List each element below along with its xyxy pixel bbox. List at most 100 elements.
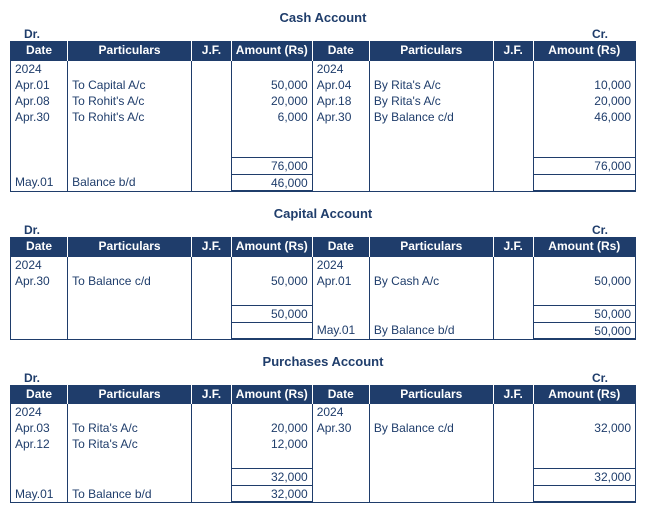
cell — [533, 61, 635, 77]
col-header: Particulars — [369, 237, 493, 257]
account-title: Capital Account — [10, 206, 636, 221]
col-header: Amount (Rs) — [231, 41, 312, 61]
col-header: Amount (Rs) — [533, 385, 635, 405]
cell — [533, 257, 635, 273]
cell — [533, 289, 635, 306]
cell — [493, 469, 533, 486]
ledger-row: Apr.03To Rita's A/c20,000 Apr.30By Balan… — [11, 420, 636, 436]
dr-label: Dr. — [24, 27, 40, 41]
cell — [369, 157, 493, 174]
cell: 50,000 — [231, 273, 312, 289]
cell — [192, 305, 232, 322]
carry-amount-cr: 50,000 — [533, 322, 635, 339]
cell — [11, 305, 68, 322]
cell — [533, 125, 635, 141]
total-amount-dr: 50,000 — [231, 305, 312, 322]
cell — [369, 469, 493, 486]
cell: 6,000 — [231, 109, 312, 125]
cell: 20,000 — [231, 420, 312, 436]
cell — [192, 469, 232, 486]
ledger-row — [11, 141, 636, 158]
carry-amount-cr — [533, 486, 635, 503]
cell — [192, 109, 232, 125]
cell: 2024 — [312, 61, 369, 77]
cr-label: Cr. — [592, 27, 608, 41]
cell — [192, 420, 232, 436]
cell — [493, 436, 533, 452]
cell — [493, 61, 533, 77]
cell — [192, 322, 232, 339]
cell: By Rita's A/c — [369, 77, 493, 93]
col-header: Date — [11, 41, 68, 61]
cell — [493, 141, 533, 158]
cell — [68, 305, 192, 322]
col-header: J.F. — [192, 41, 232, 61]
cell — [192, 141, 232, 158]
carry-amount-dr: 46,000 — [231, 174, 312, 191]
cell — [493, 157, 533, 174]
account-block: Capital Account Dr. Cr. DateParticularsJ… — [10, 206, 636, 340]
cell — [369, 289, 493, 306]
cell — [493, 77, 533, 93]
cell — [68, 257, 192, 273]
cell: 10,000 — [533, 77, 635, 93]
cell — [11, 125, 68, 141]
cell — [68, 61, 192, 77]
cell: Apr.30 — [11, 109, 68, 125]
cell: To Balance c/d — [68, 273, 192, 289]
cell — [369, 257, 493, 273]
cell — [369, 404, 493, 420]
cell: Apr.12 — [11, 436, 68, 452]
cell — [312, 141, 369, 158]
cell: 2024 — [312, 404, 369, 420]
cell — [533, 141, 635, 158]
cr-label: Cr. — [592, 223, 608, 237]
cell — [11, 141, 68, 158]
carry-row: May.01Balance b/d 46,000 — [11, 174, 636, 191]
col-header: Date — [11, 385, 68, 405]
cell — [231, 404, 312, 420]
cell: 2024 — [11, 61, 68, 77]
cell — [312, 125, 369, 141]
cell — [231, 452, 312, 469]
cell — [11, 452, 68, 469]
cell — [312, 469, 369, 486]
cell: To Rita's A/c — [68, 420, 192, 436]
cell — [369, 141, 493, 158]
account-title: Cash Account — [10, 10, 636, 25]
cell: To Balance b/d — [68, 486, 192, 503]
cell: By Balance c/d — [369, 109, 493, 125]
cell: 20,000 — [533, 93, 635, 109]
total-amount-cr: 76,000 — [533, 157, 635, 174]
cell — [192, 273, 232, 289]
col-header: Amount (Rs) — [231, 237, 312, 257]
cell — [493, 273, 533, 289]
cell — [192, 289, 232, 306]
cell — [231, 257, 312, 273]
account-block: Cash Account Dr. Cr. DateParticularsJ.F.… — [10, 10, 636, 192]
carry-row: May.01By Balance b/d 50,000 — [11, 322, 636, 339]
cell — [312, 289, 369, 306]
cell — [192, 452, 232, 469]
cell — [192, 157, 232, 174]
cell — [369, 174, 493, 191]
col-header: Amount (Rs) — [231, 385, 312, 405]
total-row: 32,000 32,000 — [11, 469, 636, 486]
col-header: Particulars — [68, 385, 192, 405]
cell — [493, 174, 533, 191]
ledger-row — [11, 125, 636, 141]
cell — [192, 174, 232, 191]
cell — [68, 469, 192, 486]
cell — [493, 452, 533, 469]
cell — [11, 469, 68, 486]
ledger-table: DateParticularsJ.F.Amount (Rs) DateParti… — [10, 41, 636, 192]
cell: By Balance b/d — [369, 322, 493, 339]
cell: To Rohit's A/c — [68, 109, 192, 125]
cell — [68, 404, 192, 420]
cell: Apr.01 — [11, 77, 68, 93]
total-row: 50,000 50,000 — [11, 305, 636, 322]
cell: 50,000 — [533, 273, 635, 289]
cell: 2024 — [312, 257, 369, 273]
cell: To Rita's A/c — [68, 436, 192, 452]
col-header: Date — [11, 237, 68, 257]
